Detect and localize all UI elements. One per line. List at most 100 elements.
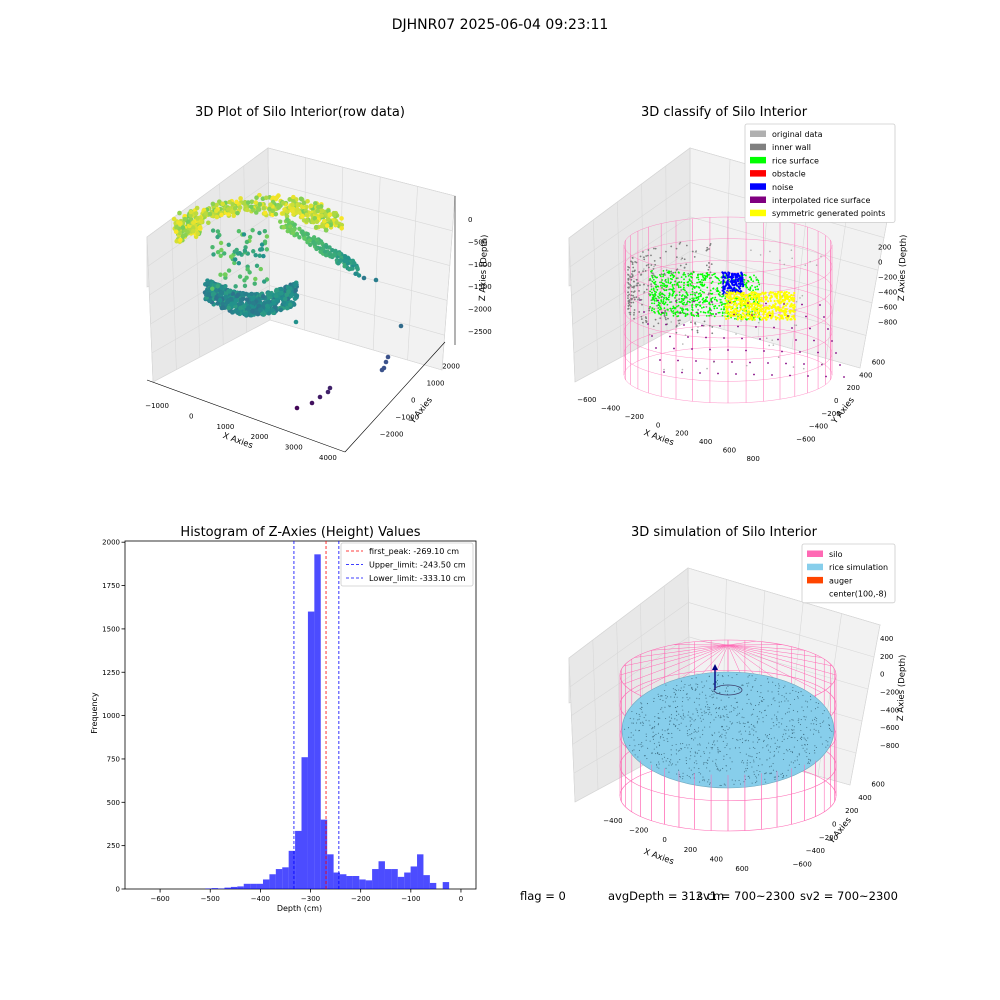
surface-node <box>687 699 689 701</box>
surface-node <box>675 706 677 709</box>
symmetric-point <box>786 294 789 297</box>
rice-surface-point <box>686 293 689 296</box>
interpolated-point <box>657 299 659 302</box>
data-point <box>284 209 290 214</box>
surface-node <box>669 762 671 764</box>
surface-node <box>702 718 704 720</box>
rice-surface-point <box>723 303 725 305</box>
surface-node <box>772 698 774 700</box>
rice-surface-point <box>695 303 698 306</box>
status-sv1: sv1 = 700~2300 <box>697 889 795 903</box>
data-point <box>244 239 250 245</box>
surface-node <box>749 731 751 733</box>
rice-surface-point <box>711 280 714 283</box>
surface-node <box>709 722 711 724</box>
surface-node <box>726 725 728 727</box>
inner-wall-point <box>696 331 699 334</box>
rice-surface-point <box>688 279 691 282</box>
rice-surface-point <box>703 291 705 294</box>
rice-surface-point <box>659 302 661 305</box>
rice-surface-point <box>653 302 656 305</box>
surface-node <box>679 689 682 692</box>
surface-node <box>718 750 720 752</box>
histogram-bar <box>269 874 276 889</box>
surface-node <box>761 764 763 766</box>
surface-node <box>815 746 817 749</box>
rice-surface-point <box>670 309 673 312</box>
surface-node <box>658 761 660 763</box>
inner-wall-point <box>632 280 635 283</box>
surface-node <box>700 773 702 775</box>
surface-node <box>770 704 773 706</box>
rice-surface-point <box>708 277 711 280</box>
z-tick-label: 400 <box>880 635 893 643</box>
surface-node <box>693 720 695 722</box>
inner-wall-point <box>630 276 633 279</box>
surface-node <box>755 777 758 779</box>
histogram-bar <box>429 882 437 889</box>
data-point <box>210 201 216 207</box>
inner-wall-point <box>675 247 678 250</box>
surface-node <box>758 718 760 720</box>
surface-node <box>647 747 649 749</box>
data-point <box>222 251 227 256</box>
inner-wall-point <box>706 246 709 249</box>
surface-node <box>680 715 682 718</box>
surface-node <box>726 714 728 716</box>
original-point <box>740 320 742 322</box>
original-point <box>754 311 757 314</box>
surface-node <box>800 691 802 693</box>
histogram-bar <box>256 883 263 889</box>
interpolated-point <box>839 364 841 366</box>
rice-surface-point <box>706 286 709 289</box>
surface-node <box>654 716 656 718</box>
surface-node <box>736 674 738 676</box>
surface-node <box>756 722 758 724</box>
inner-wall-point <box>627 268 629 271</box>
auger-ring <box>713 684 743 696</box>
surface-node <box>716 697 718 699</box>
surface-node <box>776 746 778 748</box>
surface-node <box>670 754 672 756</box>
data-point <box>250 309 255 314</box>
surface-node <box>703 685 705 687</box>
data-point <box>373 277 379 283</box>
rice-surface-point <box>669 301 671 304</box>
rice-surface-point <box>666 271 669 274</box>
surface-node <box>653 697 655 700</box>
inner-wall-point <box>642 251 644 253</box>
rice-surface-point <box>668 270 670 273</box>
surface-node <box>753 761 755 763</box>
surface-node <box>694 755 696 757</box>
y-axis-label: Frequency <box>90 692 99 734</box>
surface-node <box>778 775 780 777</box>
surface-node <box>690 755 692 757</box>
data-point <box>237 301 242 307</box>
surface-node <box>726 743 728 745</box>
surface-node <box>781 772 784 774</box>
data-point <box>215 284 220 289</box>
rice-surface-point <box>723 306 725 308</box>
interpolated-point <box>755 326 757 328</box>
grid-line <box>689 216 879 271</box>
surface-node <box>759 711 761 713</box>
surface-node <box>780 701 782 703</box>
surface-node <box>791 732 793 734</box>
surface-node <box>797 697 799 699</box>
symmetric-point <box>759 299 762 302</box>
rice-surface-point <box>653 290 656 293</box>
surface-node <box>738 721 740 723</box>
rice-surface-point <box>656 288 659 291</box>
auger-tip <box>712 664 718 670</box>
symmetric-point <box>764 298 767 301</box>
legend-swatch <box>750 183 766 190</box>
surface-node <box>738 747 740 749</box>
inner-wall-point <box>637 282 640 285</box>
rice-surface-point <box>680 281 683 283</box>
symmetric-point <box>764 291 767 294</box>
surface-node <box>697 683 699 686</box>
rice-surface-point <box>756 285 759 288</box>
surface-node <box>689 725 692 727</box>
surface-node <box>797 711 799 713</box>
rice-surface-point <box>658 308 661 311</box>
